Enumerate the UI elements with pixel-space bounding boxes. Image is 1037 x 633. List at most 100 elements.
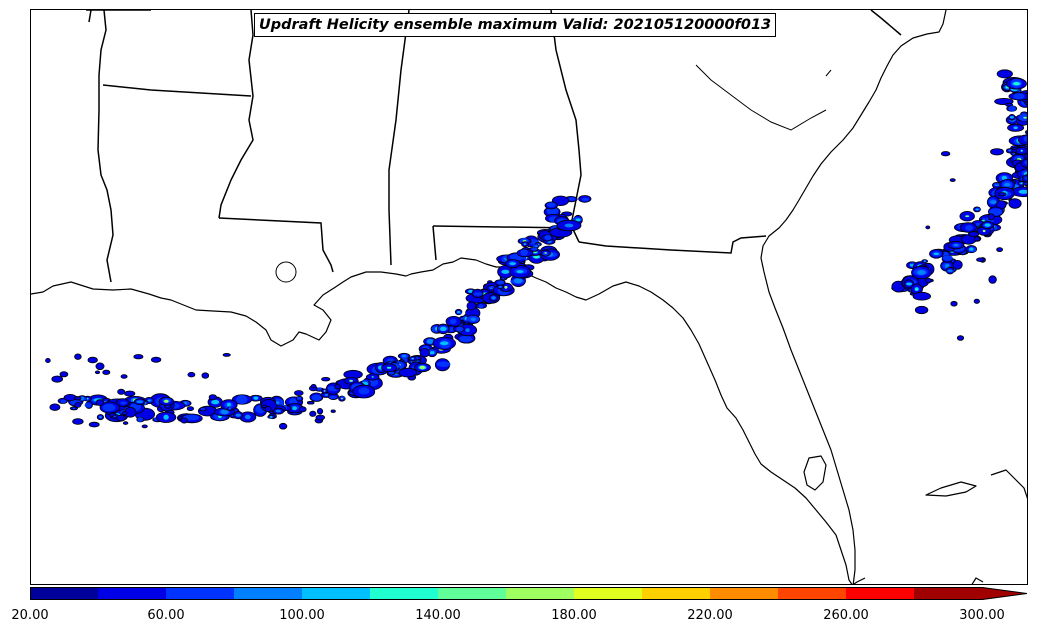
uh-cell [501,269,510,274]
uh-cell [1004,182,1011,187]
uh-cell [513,278,523,284]
colorbar-segment [710,587,778,600]
uh-cell [942,255,953,261]
uh-cell [371,376,374,378]
uh-cell [533,251,537,253]
uh-cell [534,255,539,259]
uh-cell [497,280,505,285]
uh-cell [1007,149,1013,152]
uh-cell [72,418,84,425]
uh-cell [1013,93,1025,100]
uh-cell [457,311,461,313]
uh-cell [976,257,985,262]
uh-cell [952,260,963,270]
uh-cell [950,300,958,307]
uh-cell [147,399,151,402]
uh-cell [124,390,136,397]
uh-cell [1018,113,1027,122]
colorbar-segment [234,587,302,600]
uh-cell [1013,82,1020,85]
uh-cell [264,405,272,413]
uh-cell [1008,105,1016,112]
uh-cell [449,318,457,325]
uh-cell [990,148,1004,156]
uh-cell [74,401,82,408]
uh-cell [1026,182,1027,185]
uh-cell [316,408,324,415]
uh-cell [1011,148,1017,153]
colorbar-segment [370,587,438,600]
uh-cell [358,387,370,395]
colorbar-tick-label: 60.00 [147,608,185,623]
uh-cell [323,390,326,392]
uh-cell [542,251,549,256]
uh-cell [120,374,128,379]
uh-cell [949,178,956,182]
colorbar-segment [506,587,574,600]
colorbar-tick-label: 260.00 [823,608,869,623]
uh-cell [925,225,931,230]
uh-cell [324,393,329,396]
uh-cell [982,220,985,222]
uh-cell [516,270,524,274]
uh-cell [466,301,477,311]
uh-cell [459,335,473,343]
uh-cell [163,414,169,420]
colorbar-tick-label: 140.00 [415,608,461,623]
uh-cell [419,365,425,370]
uh-cell [912,291,932,301]
uh-cell [996,247,1003,253]
uh-cell [544,252,547,254]
uh-cell [940,151,951,157]
colorbar-segment [778,587,846,600]
uh-cell [310,383,317,389]
updraft-helicity-field [45,69,1028,430]
uh-cell [426,339,434,344]
uh-cell [1009,150,1011,152]
uh-cell [914,305,929,315]
uh-cell [575,218,581,222]
uh-cell [465,328,470,332]
uh-cell [398,367,418,378]
uh-cell [1026,178,1027,180]
colorbar-tick-label: 220.00 [687,608,733,623]
uh-cell [298,406,307,413]
colorbar-tick-label: 300.00 [959,608,1005,623]
uh-cell [236,395,248,404]
uh-cell [997,192,1007,197]
uh-cell [436,361,451,368]
uh-cell [95,362,105,371]
colorbar-segment [98,587,166,600]
uh-cell [244,414,251,420]
uh-cell [1027,131,1028,134]
uh-cell [470,317,476,321]
uh-cell [1008,198,1022,209]
uh-cell [1023,136,1027,142]
uh-cell [1013,126,1018,130]
uh-cell [440,341,449,346]
uh-cell [122,421,129,425]
uh-cell [222,352,231,357]
uh-cell [136,400,144,404]
uh-cell [293,390,304,396]
uh-cell [292,406,297,411]
uh-cell [544,234,552,241]
uh-cell [349,379,353,382]
uh-cell [967,231,980,237]
uh-cell [401,354,407,358]
colorbar-segment [438,587,506,600]
uh-cell [235,413,241,417]
uh-cell [388,371,394,375]
uh-cell [341,397,343,400]
uh-cell [994,184,999,187]
colorbar [30,587,1028,600]
colorbar-outline [30,587,1028,600]
uh-cell [334,384,341,390]
uh-cell [1023,152,1027,160]
uh-cell [535,245,538,247]
uh-cell [965,215,970,218]
colorbar-segment [642,587,710,600]
uh-cell [499,285,502,288]
colorbar-tick-label: 180.00 [551,608,597,623]
uh-cell [330,409,336,413]
